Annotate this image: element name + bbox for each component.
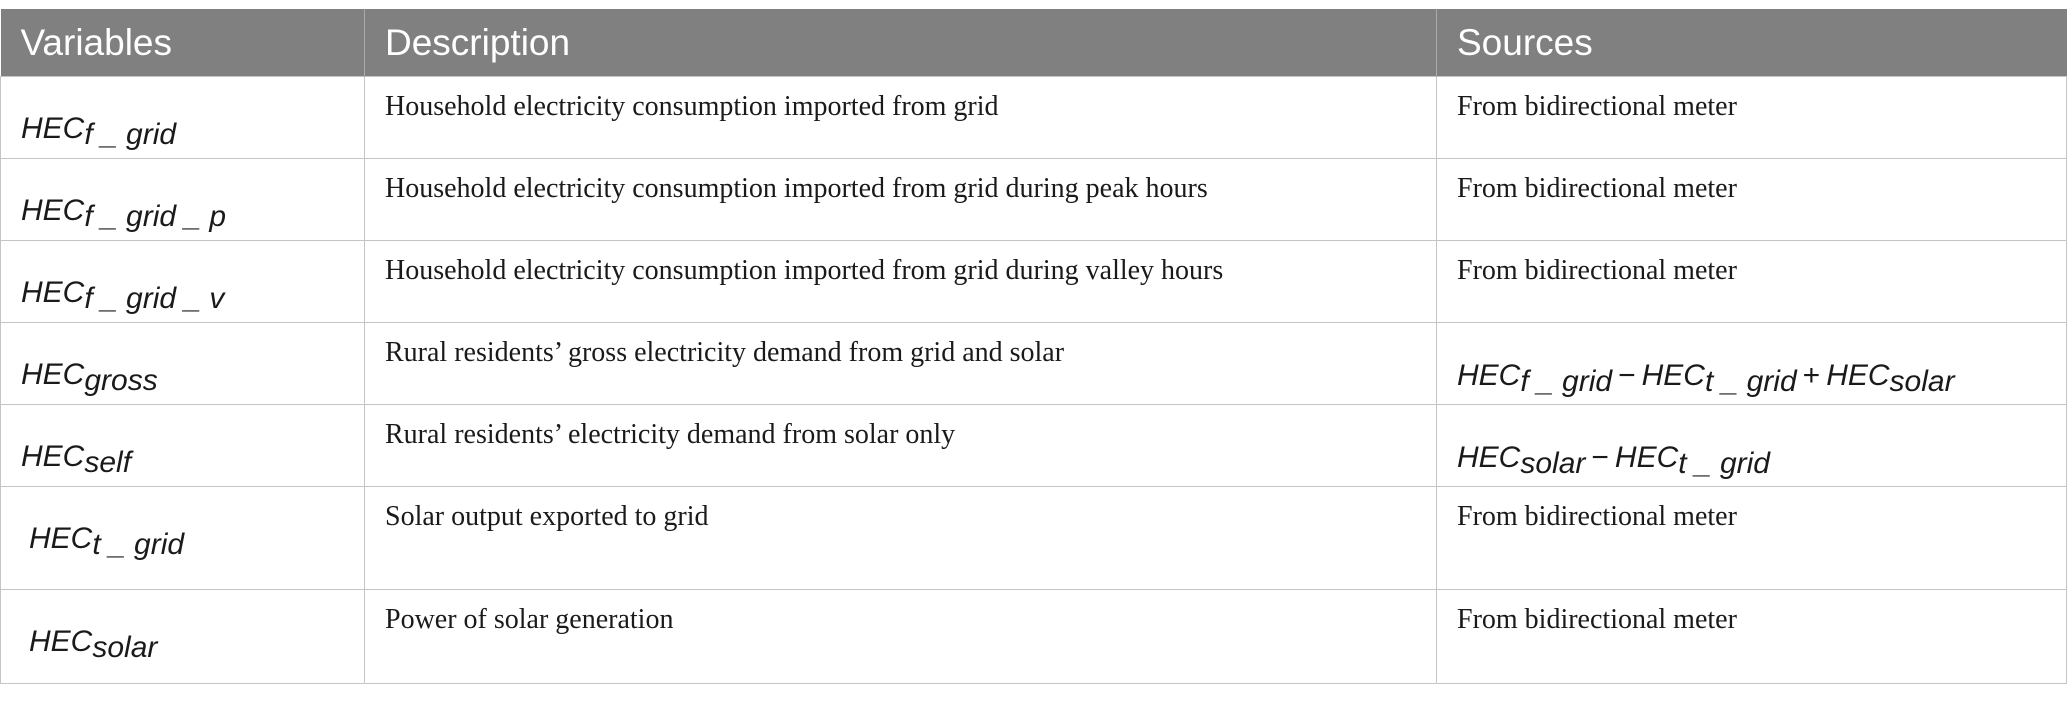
table-row: HECf _ grid Household electricity consum… bbox=[0, 76, 2067, 159]
table-row: HECf _ grid _ v Household electricity co… bbox=[0, 240, 2067, 323]
source-cell: From bidirectional meter bbox=[1436, 486, 2067, 590]
description-cell: Rural residents’ electricity demand from… bbox=[364, 404, 1437, 487]
description-text: Rural residents’ gross electricity deman… bbox=[385, 337, 1065, 368]
variable-symbol: HECsolar bbox=[29, 625, 158, 664]
table-row: HECf _ grid _ p Household electricity co… bbox=[0, 158, 2067, 241]
source-text: From bidirectional meter bbox=[1457, 604, 1737, 635]
source-cell: From bidirectional meter bbox=[1436, 158, 2067, 241]
variable-cell: HECgross bbox=[0, 322, 365, 405]
source-text: From bidirectional meter bbox=[1457, 91, 1737, 122]
variable-cell: HECself bbox=[0, 404, 365, 487]
source-cell: From bidirectional meter bbox=[1436, 240, 2067, 323]
table-row: HECgross Rural residents’ gross electric… bbox=[0, 322, 2067, 405]
table-row: HECself Rural residents’ electricity dem… bbox=[0, 404, 2067, 487]
description-cell: Power of solar generation bbox=[364, 589, 1437, 684]
variable-symbol: HECf _ grid _ p bbox=[21, 194, 227, 233]
description-cell: Household electricity consumption import… bbox=[364, 158, 1437, 241]
source-cell: From bidirectional meter bbox=[1436, 589, 2067, 684]
variable-cell: HECf _ grid _ v bbox=[0, 240, 365, 323]
variable-symbol: HECgross bbox=[21, 358, 158, 397]
source-cell: HECf _ grid − HECt _ grid + HECsolar bbox=[1436, 322, 2067, 405]
source-text: From bidirectional meter bbox=[1457, 255, 1737, 286]
description-cell: Rural residents’ gross electricity deman… bbox=[364, 322, 1437, 405]
description-cell: Solar output exported to grid bbox=[364, 486, 1437, 590]
variable-cell: HECt _ grid bbox=[0, 486, 365, 590]
header-variables: Variables bbox=[0, 9, 365, 77]
variable-symbol: HECf _ grid _ v bbox=[21, 276, 225, 315]
variable-symbol: HECself bbox=[21, 440, 132, 479]
header-sources: Sources bbox=[1436, 9, 2067, 77]
description-text: Power of solar generation bbox=[385, 604, 674, 635]
table-row: HECt _ grid Solar output exported to gri… bbox=[0, 486, 2067, 590]
source-formula: HECf _ grid − HECt _ grid + HECsolar bbox=[1457, 359, 1955, 398]
header-row: Variables Description Sources bbox=[0, 9, 2067, 77]
description-cell: Household electricity consumption import… bbox=[364, 240, 1437, 323]
table-row: HECsolar Power of solar generation From … bbox=[0, 589, 2067, 684]
variable-cell: HECf _ grid bbox=[0, 76, 365, 159]
description-cell: Household electricity consumption import… bbox=[364, 76, 1437, 159]
source-text: From bidirectional meter bbox=[1457, 501, 1737, 532]
source-cell: From bidirectional meter bbox=[1436, 76, 2067, 159]
description-text: Household electricity consumption import… bbox=[385, 91, 999, 122]
variable-cell: HECf _ grid _ p bbox=[0, 158, 365, 241]
source-text: From bidirectional meter bbox=[1457, 173, 1737, 204]
variable-symbol: HECf _ grid bbox=[21, 112, 177, 151]
source-formula: HECsolar − HECt _ grid bbox=[1457, 441, 1770, 480]
description-text: Rural residents’ electricity demand from… bbox=[385, 419, 956, 450]
description-text: Solar output exported to grid bbox=[385, 501, 709, 532]
header-description: Description bbox=[364, 9, 1437, 77]
variables-table: Variables Description Sources HECf _ gri… bbox=[0, 9, 2067, 684]
source-cell: HECsolar − HECt _ grid bbox=[1436, 404, 2067, 487]
variable-symbol: HECt _ grid bbox=[29, 522, 185, 561]
description-text: Household electricity consumption import… bbox=[385, 255, 1224, 286]
variable-cell: HECsolar bbox=[0, 589, 365, 684]
description-text: Household electricity consumption import… bbox=[385, 173, 1208, 204]
